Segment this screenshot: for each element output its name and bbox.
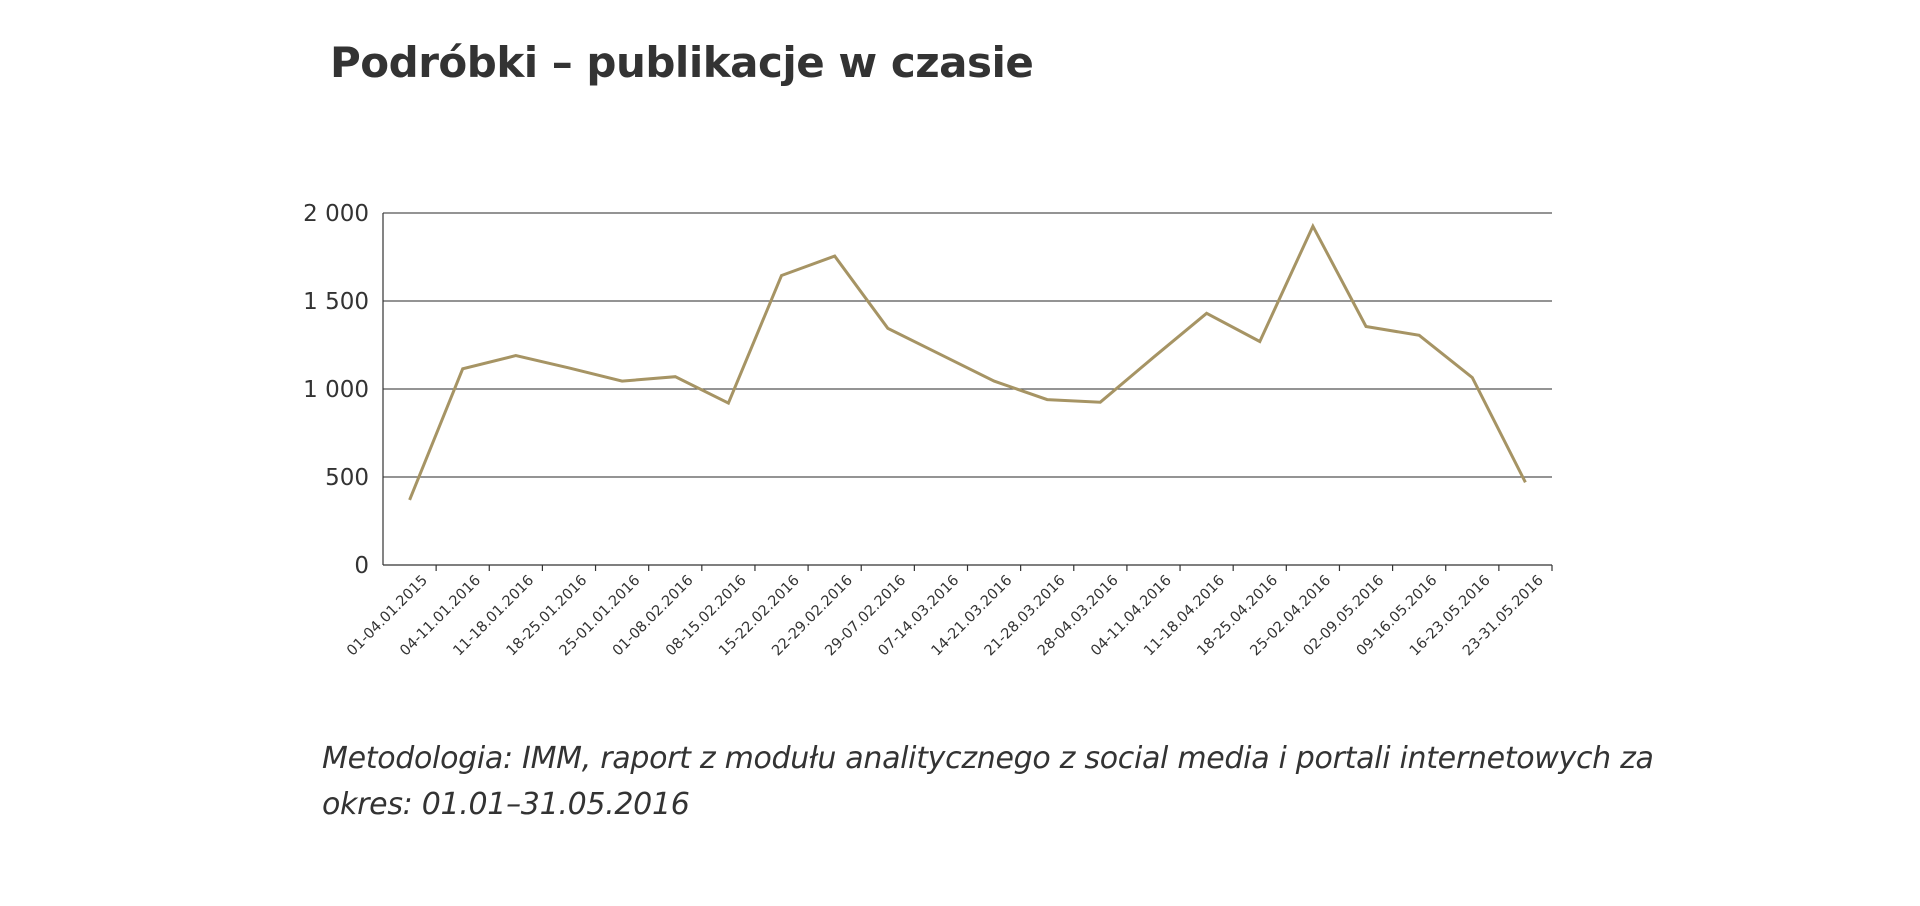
y-tick-label: 1 000 (303, 377, 369, 403)
gridlines (383, 212, 1552, 478)
chart-title: Podróbki – publikacje w czasie (330, 38, 1034, 87)
y-tick-label: 1 500 (303, 289, 369, 315)
x-axis-tick-labels: 01-04.01.201504-11.01.201611-18.01.20161… (344, 573, 1547, 660)
y-tick-label: 2 000 (303, 201, 369, 227)
y-tick-label: 0 (354, 553, 369, 579)
series-line (408, 222, 1527, 501)
series-layer (408, 222, 1527, 501)
methodology-note: Metodologia: IMM, raport z modułu analit… (322, 741, 1654, 822)
axes (382, 213, 1553, 571)
y-axis-tick-labels: 0 500 1 000 1 500 2 000 (303, 201, 369, 579)
y-tick-label: 500 (325, 465, 369, 491)
